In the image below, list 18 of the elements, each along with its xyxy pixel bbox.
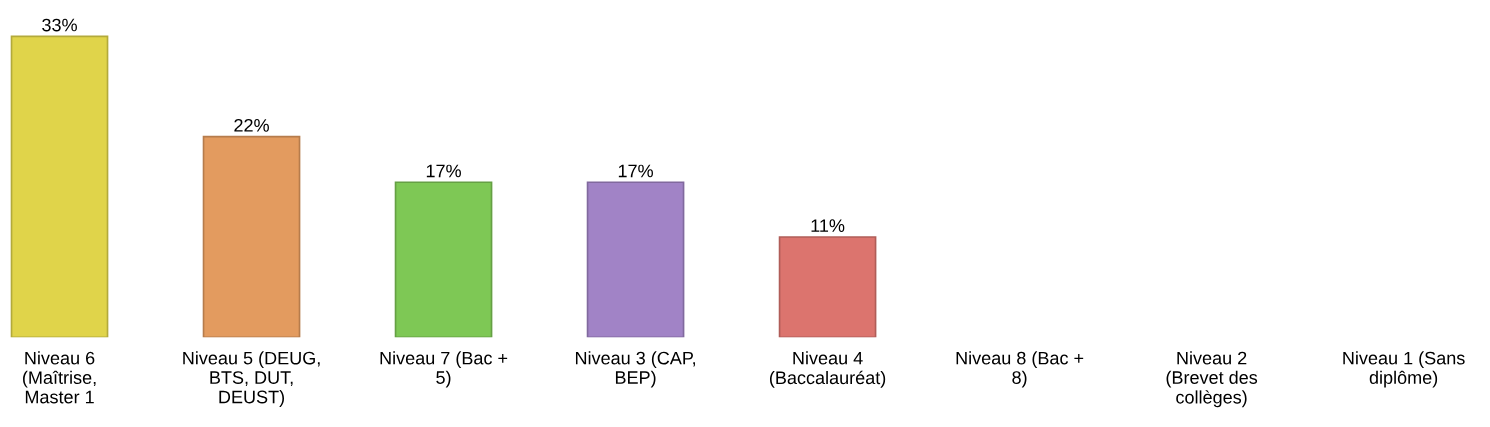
data-label: 17% bbox=[618, 164, 653, 178]
data-label: 17% bbox=[426, 164, 461, 178]
bar bbox=[586, 181, 685, 338]
bar bbox=[394, 181, 493, 338]
data-label: 11% bbox=[811, 219, 845, 232]
bar bbox=[10, 35, 109, 338]
x-tick-label: Niveau 2 (Brevet des collèges) bbox=[1166, 351, 1258, 408]
x-tick-label: Niveau 5 (DEUG, BTS, DUT, DEUST) bbox=[183, 351, 320, 407]
data-label: 22% bbox=[234, 118, 269, 132]
x-tick-label: Niveau 3 (CAP, BEP) bbox=[575, 351, 695, 388]
x-tick-label: Niveau 6 (Maîtrise, Master 1 bbox=[23, 351, 96, 404]
x-tick-label: Niveau 8 (Bac + 8) bbox=[956, 351, 1084, 388]
bar bbox=[202, 135, 301, 338]
x-tick-label: Niveau 4 (Baccalauréat) bbox=[769, 351, 886, 388]
data-label: 33% bbox=[42, 18, 77, 32]
x-tick-label: Niveau 7 (Bac + 5) bbox=[380, 351, 508, 388]
bar bbox=[778, 236, 877, 338]
x-tick-label: Niveau 1 (Sans diplôme) bbox=[1343, 351, 1465, 388]
